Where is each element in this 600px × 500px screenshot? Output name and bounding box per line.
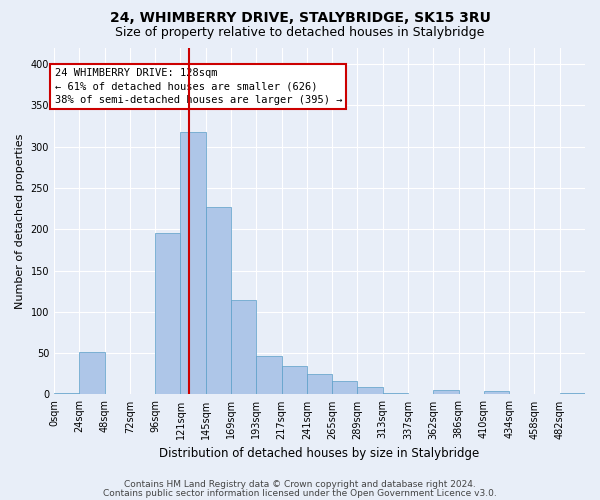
Bar xyxy=(433,390,458,394)
Bar xyxy=(383,393,408,394)
Bar xyxy=(155,234,181,394)
Bar xyxy=(54,393,79,394)
X-axis label: Distribution of detached houses by size in Stalybridge: Distribution of detached houses by size … xyxy=(160,447,479,460)
Bar xyxy=(181,132,206,394)
Y-axis label: Number of detached properties: Number of detached properties xyxy=(15,134,25,308)
Bar xyxy=(256,356,281,395)
Text: Size of property relative to detached houses in Stalybridge: Size of property relative to detached ho… xyxy=(115,26,485,39)
Bar xyxy=(79,352,104,395)
Bar xyxy=(206,207,231,394)
Bar xyxy=(560,393,585,394)
Bar xyxy=(484,391,509,394)
Bar xyxy=(358,387,383,394)
Bar xyxy=(231,300,256,394)
Text: 24, WHIMBERRY DRIVE, STALYBRIDGE, SK15 3RU: 24, WHIMBERRY DRIVE, STALYBRIDGE, SK15 3… xyxy=(110,11,490,25)
Text: Contains public sector information licensed under the Open Government Licence v3: Contains public sector information licen… xyxy=(103,488,497,498)
Bar xyxy=(332,381,358,394)
Bar xyxy=(307,374,332,394)
Text: 24 WHIMBERRY DRIVE: 128sqm
← 61% of detached houses are smaller (626)
38% of sem: 24 WHIMBERRY DRIVE: 128sqm ← 61% of deta… xyxy=(55,68,342,104)
Bar xyxy=(281,366,307,394)
Text: Contains HM Land Registry data © Crown copyright and database right 2024.: Contains HM Land Registry data © Crown c… xyxy=(124,480,476,489)
